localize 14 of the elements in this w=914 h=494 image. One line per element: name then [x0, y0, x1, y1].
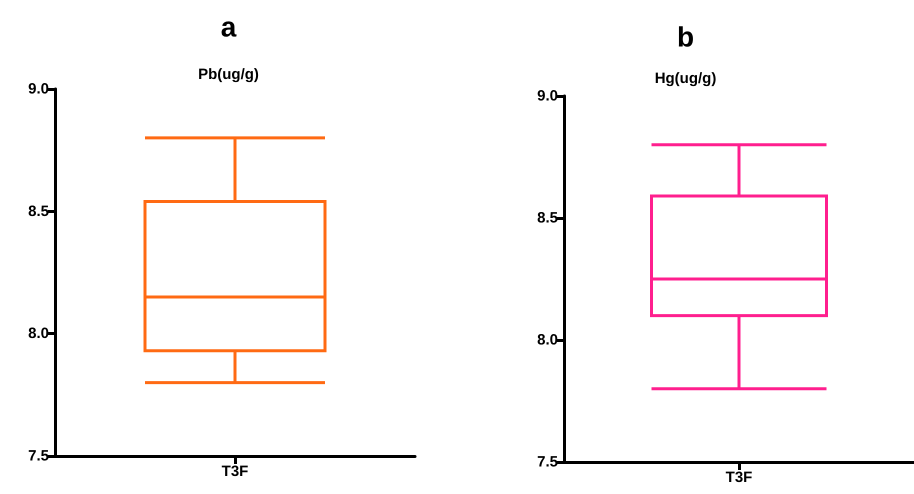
chart-subtitle: Pb(ug/g): [198, 66, 259, 83]
x-tick-label: T3F: [222, 463, 248, 480]
chart-title: a: [220, 12, 237, 42]
y-tick-label: 7.5: [537, 454, 558, 470]
y-tick-label: 9.0: [28, 80, 49, 98]
y-tick-label: 8.5: [537, 210, 558, 226]
y-tick-label: 8.0: [28, 325, 49, 342]
y-tick-label: 7.5: [28, 448, 49, 464]
chart-subtitle: Hg(ug/g): [654, 70, 716, 87]
y-tick-label: 8.5: [28, 202, 49, 220]
y-tick-label: 9.0: [537, 88, 558, 104]
x-tick-label: T3F: [726, 469, 752, 486]
chart-title: b: [676, 22, 694, 52]
y-tick-label: 8.0: [537, 332, 558, 348]
